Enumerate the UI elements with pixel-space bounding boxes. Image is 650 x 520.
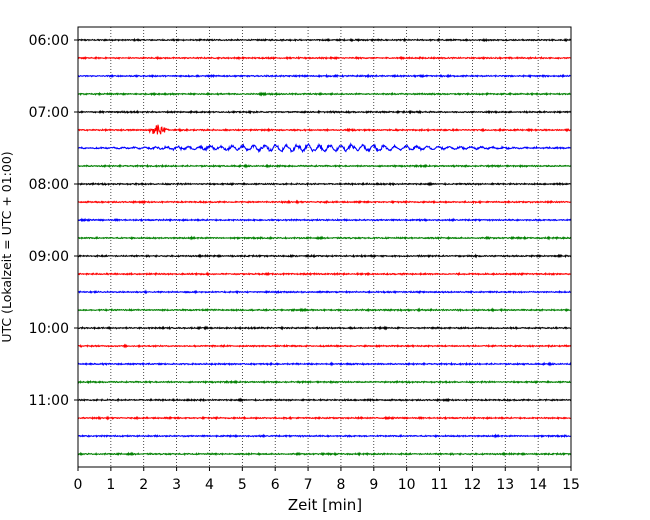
x-tick-label: 0: [74, 477, 83, 493]
seismogram-trace: [77, 397, 572, 403]
plot-frame: [77, 26, 572, 468]
seismogram-trace: [77, 289, 572, 295]
seismogram-trace: [77, 451, 572, 457]
seismogram-trace: [77, 73, 572, 79]
y-tick-label: 07:00: [29, 105, 69, 121]
seismogram-traces: [77, 37, 572, 457]
x-tick-label: 12: [463, 477, 481, 493]
y-axis-ticks: 06:00 07:00 08:00 09:00 10:00 11:00: [29, 33, 78, 409]
y-tick-label: 10:00: [29, 321, 69, 337]
seismogram-trace: [77, 142, 572, 154]
x-tick-label: 10: [398, 477, 416, 493]
seismogram-trace: [77, 163, 572, 169]
x-tick-label: 7: [304, 477, 313, 493]
seismogram-trace: [77, 109, 572, 115]
seismogram-trace: [77, 124, 572, 135]
seismogram-trace: [77, 361, 572, 367]
x-tick-label: 9: [369, 477, 378, 493]
x-tick-label: 3: [172, 477, 181, 493]
seismogram-trace: [77, 235, 572, 241]
seismogram-trace: [77, 55, 572, 61]
x-tick-label: 6: [271, 477, 280, 493]
seismogram-trace: [77, 415, 572, 421]
x-tick-label: 1: [106, 477, 115, 493]
y-tick-label: 08:00: [29, 177, 69, 193]
y-tick-label: 09:00: [29, 249, 69, 265]
x-tick-label: 11: [431, 477, 449, 493]
seismogram-trace: [77, 181, 572, 187]
x-tick-label: 4: [205, 477, 214, 493]
x-tick-label: 15: [562, 477, 580, 493]
x-tick-label: 5: [238, 477, 247, 493]
x-axis-label: Zeit [min]: [288, 496, 362, 514]
x-tick-label: 2: [139, 477, 148, 493]
seismogram-trace: [77, 433, 572, 439]
x-axis-ticks: 0 1 2 3 4 5 6 7 8 9 10 11 12 13 14 15: [74, 467, 580, 493]
seismogram-trace: [77, 307, 572, 313]
seismogram-trace: [77, 325, 572, 331]
seismogram-trace: [77, 379, 572, 385]
seismogram-trace: [77, 343, 572, 349]
x-tick-label: 8: [336, 477, 345, 493]
seismogram-trace: [77, 37, 572, 43]
seismogram-trace: [77, 199, 572, 205]
seismogram-trace: [77, 217, 572, 223]
seismogram-trace: [77, 91, 572, 97]
x-tick-label: 14: [529, 477, 547, 493]
seismogram-trace: [77, 253, 572, 259]
seismogram-trace: [77, 271, 572, 277]
y-axis-label: UTC (Lokalzeit = UTC + 01:00): [0, 151, 14, 342]
y-tick-label: 06:00: [29, 33, 69, 49]
grid-lines: [110, 27, 539, 467]
y-tick-label: 11:00: [29, 393, 69, 409]
x-tick-label: 13: [496, 477, 514, 493]
